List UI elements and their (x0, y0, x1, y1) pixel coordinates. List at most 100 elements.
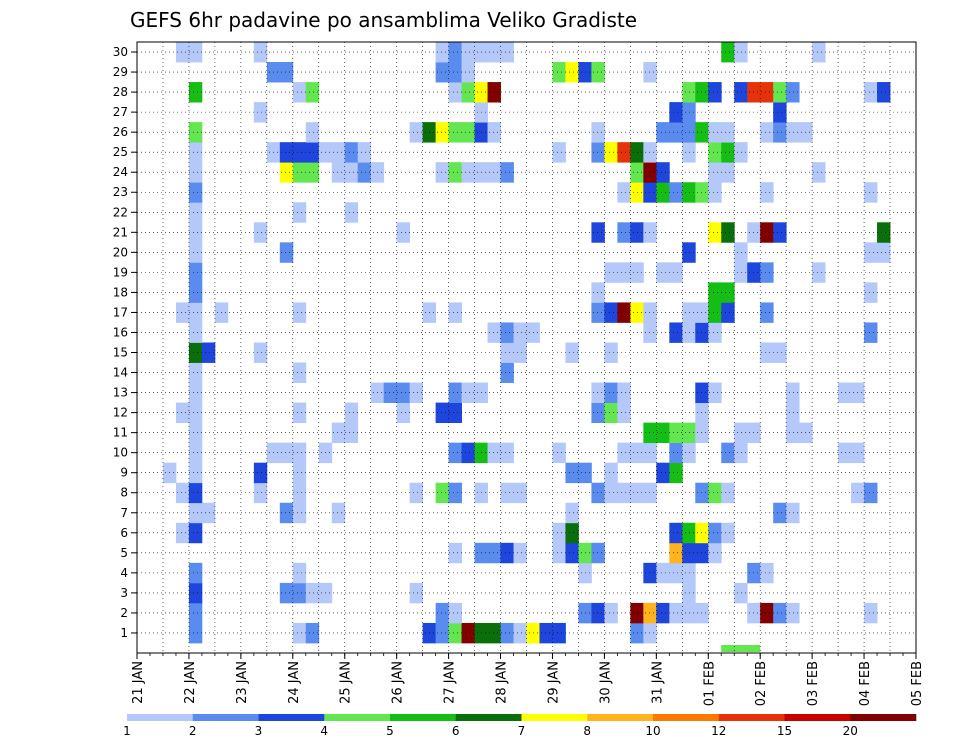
heatmap-cell (565, 62, 579, 83)
heatmap-cell (591, 282, 605, 303)
heatmap-cell (643, 422, 657, 444)
heatmap-cell (734, 442, 748, 464)
heatmap-cell (708, 482, 722, 504)
heatmap-cell (604, 262, 618, 283)
y-tick-label: 7 (120, 506, 128, 520)
heatmap-cell (305, 622, 320, 644)
heatmap-cell (500, 542, 514, 564)
heatmap-cell (396, 222, 411, 243)
heatmap-cell (617, 222, 631, 243)
heatmap-cell (435, 122, 449, 143)
heatmap-cell (292, 162, 307, 183)
heatmap-cell (448, 162, 462, 183)
heatmap-cell (643, 322, 657, 343)
heatmap-cell (188, 442, 203, 464)
heatmap-cell (448, 302, 462, 323)
heatmap-cell (760, 302, 774, 323)
heatmap-cell (552, 542, 566, 564)
heatmap-cell (760, 562, 774, 584)
heatmap-cell (643, 182, 657, 203)
x-tick-label: 02 FEB (754, 661, 769, 706)
heatmap-cell (591, 142, 605, 163)
heatmap-cell (708, 182, 722, 203)
heatmap-cell (565, 542, 579, 564)
x-tick-label: 03 FEB (806, 661, 821, 706)
heatmap-cell (760, 122, 774, 143)
heatmap-cell (864, 182, 878, 203)
heatmap-cell (877, 242, 891, 263)
legend-swatch (390, 714, 457, 721)
heatmap-cell (487, 122, 501, 143)
heatmap-cell (656, 562, 670, 584)
heatmap-cell (201, 502, 216, 524)
y-tick-label: 8 (120, 486, 128, 500)
heatmap-cell (734, 42, 748, 63)
heatmap-cell (877, 222, 891, 243)
x-tick-label: 25 JAN (339, 661, 354, 704)
legend-swatch (192, 714, 259, 721)
heatmap-cell (175, 42, 190, 63)
heatmap-cell (188, 382, 203, 403)
heatmap-cell (435, 622, 449, 644)
heatmap-cell (643, 62, 657, 83)
heatmap-cell (500, 162, 514, 183)
x-tick-label: 05 FEB (910, 661, 925, 706)
heatmap-cell (292, 622, 307, 644)
heatmap-cell (292, 362, 307, 383)
legend-label: 6 (452, 724, 460, 738)
heatmap-cell (812, 262, 826, 283)
heatmap-cell (669, 562, 683, 584)
heatmap-cell (461, 382, 475, 403)
heatmap-cell (773, 502, 787, 524)
heatmap-cell (669, 322, 683, 343)
heatmap-cell (760, 82, 774, 103)
heatmap-cell (617, 382, 631, 403)
heatmap-cell (500, 322, 514, 343)
heatmap-cell (396, 382, 411, 403)
heatmap-cell (188, 262, 203, 283)
heatmap-cell (773, 602, 787, 624)
heatmap-cell (253, 222, 268, 243)
heatmap-cell (188, 362, 203, 383)
heatmap-cell (409, 122, 424, 143)
heatmap-cell (760, 262, 774, 283)
heatmap-cell (435, 402, 449, 424)
heatmap-cell (292, 442, 307, 464)
heatmap-cell (201, 342, 216, 363)
legend-swatch (653, 714, 720, 721)
heatmap-cell (734, 82, 748, 103)
heatmap-cell (435, 482, 449, 504)
heatmap-cell (617, 142, 631, 163)
heatmap-cell (682, 82, 696, 103)
heatmap-cell (461, 162, 475, 183)
heatmap-cell (461, 82, 475, 103)
heatmap-cell (734, 242, 748, 263)
heatmap-cell (604, 382, 618, 403)
heatmap-cell (461, 622, 475, 644)
heatmap-cell (357, 162, 372, 183)
heatmap-cell (786, 382, 800, 403)
legend-label: 2 (189, 724, 197, 738)
y-tick-label: 23 (113, 185, 128, 199)
heatmap-cell (617, 442, 631, 464)
heatmap-cell (760, 342, 774, 363)
heatmap-cell (253, 342, 268, 363)
heatmap-cell (344, 202, 359, 223)
heatmap-cell (708, 162, 722, 183)
y-tick-label: 15 (113, 346, 128, 360)
legend-label: 20 (843, 724, 858, 738)
heatmap-cell (617, 482, 631, 504)
heatmap-cell (604, 602, 618, 624)
legend-label: 5 (386, 724, 394, 738)
heatmap-cell (682, 302, 696, 323)
heatmap-cell (487, 622, 501, 644)
heatmap-cell (344, 422, 359, 444)
heatmap-cell (409, 482, 424, 504)
heatmap-cell (786, 422, 800, 444)
heatmap-cell (786, 402, 800, 424)
heatmap-cell (591, 222, 605, 243)
heatmap-cell (292, 562, 307, 584)
heatmap-cell (279, 162, 294, 183)
y-tick-label: 9 (120, 466, 128, 480)
heatmap-cell (279, 582, 294, 604)
